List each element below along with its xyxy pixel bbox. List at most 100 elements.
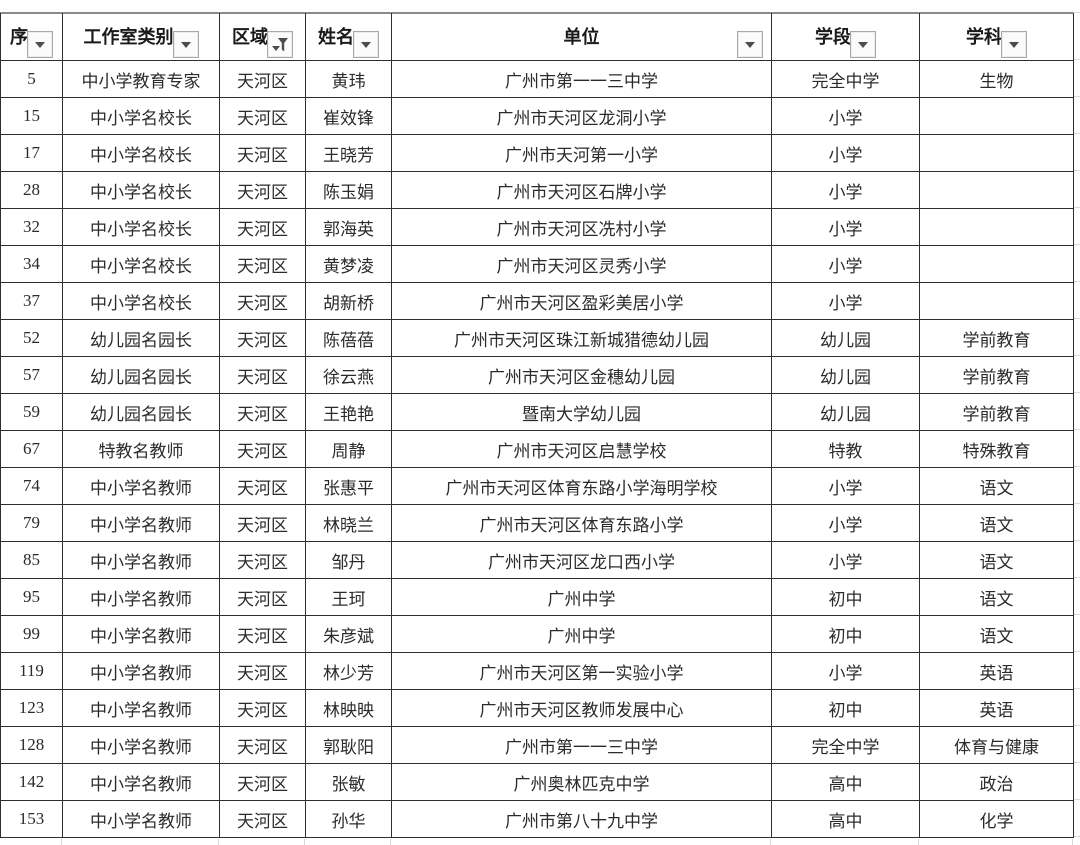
table-row: 52 幼儿园名园长 天河区 陈蓓蓓 广州市天河区珠江新城猎德幼儿园 幼儿园 学前… [0,319,1074,357]
cell-subject: 语文 [919,504,1074,542]
col-header-seq: 序 [0,13,63,61]
col-header-label: 序 [10,26,28,47]
cell-name: 王艳艳 [305,393,392,431]
cell-seq: 5 [0,60,63,98]
cell-seq: 57 [0,356,63,394]
filter-dropdown-button-category[interactable] [172,31,199,58]
cell-category: 中小学名校长 [62,282,220,320]
cell-category: 幼儿园名园长 [62,319,220,357]
filter-dropdown-button-stage[interactable] [850,31,876,58]
filter-dropdown-button-unit[interactable] [737,31,763,58]
cell-name: 朱彦斌 [305,615,392,653]
cell-unit: 广州市第八十九中学 [391,800,772,838]
cell-name: 林晓兰 [305,504,392,542]
table-row: 79 中小学名教师 天河区 林晓兰 广州市天河区体育东路小学 小学 语文 [0,504,1074,542]
table-row: 85 中小学名教师 天河区 邹丹 广州市天河区龙口西小学 小学 语文 [0,541,1074,579]
cell-unit: 广州市天河区龙口西小学 [391,541,772,579]
cell-subject: 政治 [919,763,1074,801]
col-header-name: 姓名 [305,13,392,61]
cell-unit: 广州市天河区石牌小学 [391,171,772,209]
cell-subject [919,97,1074,135]
cell-subject [919,134,1074,172]
cell-stage: 小学 [771,134,920,172]
cell-subject: 语文 [919,615,1074,653]
col-header-label: 工作室类别 [83,26,174,47]
filter-funnel-icon [272,37,288,51]
cell-seq: 153 [0,800,63,838]
faint-gridline-right-strip [1074,59,1080,839]
table-row: 99 中小学名教师 天河区 朱彦斌 广州中学 初中 语文 [0,615,1074,653]
cell-category: 中小学名教师 [62,652,220,690]
cell-category: 中小学名教师 [62,800,220,838]
cell-seq: 32 [0,208,63,246]
cell-stage: 高中 [771,800,920,838]
cell-stage: 小学 [771,208,920,246]
col-header-label: 区域 [232,26,268,47]
cell-unit: 广州市天河区金穗幼儿园 [391,356,772,394]
table-row: 28 中小学名校长 天河区 陈玉娟 广州市天河区石牌小学 小学 [0,171,1074,209]
col-header-unit: 单位 [391,13,772,61]
cell-category: 中小学名校长 [62,171,220,209]
cell-name: 黄玮 [305,60,392,98]
cell-category: 幼儿园名园长 [62,393,220,431]
dropdown-arrow-icon [361,41,371,48]
cell-unit: 广州市天河区盈彩美居小学 [391,282,772,320]
faint-gridline-bottom-strip [0,839,1073,845]
filter-funnel-button-district[interactable] [267,31,293,58]
cell-subject: 语文 [919,578,1074,616]
cell-subject [919,171,1074,209]
filter-dropdown-button-subject[interactable] [1001,31,1027,58]
cell-name: 胡新桥 [305,282,392,320]
dropdown-arrow-icon [858,41,868,48]
cell-seq: 28 [0,171,63,209]
col-header-category: 工作室类别 [62,13,220,61]
cell-category: 中小学名校长 [62,245,220,283]
table-row: 142 中小学名教师 天河区 张敏 广州奥林匹克中学 高中 政治 [0,763,1074,801]
cell-district: 天河区 [219,541,306,579]
cell-seq: 17 [0,134,63,172]
cell-seq: 74 [0,467,63,505]
cell-stage: 小学 [771,282,920,320]
cell-name: 徐云燕 [305,356,392,394]
table-row: 59 幼儿园名园长 天河区 王艳艳 暨南大学幼儿园 幼儿园 学前教育 [0,393,1074,431]
dropdown-arrow-icon [180,41,191,48]
cell-seq: 123 [0,689,63,727]
col-header-label: 学科 [966,26,1002,47]
col-header-label: 单位 [563,26,600,47]
cell-district: 天河区 [219,763,306,801]
cell-unit: 广州市天河区第一实验小学 [391,652,772,690]
cell-stage: 特教 [771,430,920,468]
cell-stage: 幼儿园 [771,319,920,357]
col-header-district: 区域 [219,13,306,61]
table-row: 17 中小学名校长 天河区 王晓芳 广州市天河第一小学 小学 [0,134,1074,172]
cell-subject: 英语 [919,652,1074,690]
table-row: 5 中小学教育专家 天河区 黄玮 广州市第一一三中学 完全中学 生物 [0,60,1074,98]
cell-category: 特教名教师 [62,430,220,468]
filter-dropdown-button-seq[interactable] [27,31,53,58]
cell-category: 中小学名教师 [62,578,220,616]
cell-name: 郭耿阳 [305,726,392,764]
cell-name: 郭海英 [305,208,392,246]
cell-name: 黄梦凌 [305,245,392,283]
table-row: 57 幼儿园名园长 天河区 徐云燕 广州市天河区金穗幼儿园 幼儿园 学前教育 [0,356,1074,394]
cell-seq: 37 [0,282,63,320]
table-row: 74 中小学名教师 天河区 张惠平 广州市天河区体育东路小学海明学校 小学 语文 [0,467,1074,505]
cell-seq: 59 [0,393,63,431]
cell-seq: 85 [0,541,63,579]
cell-subject [919,245,1074,283]
cell-district: 天河区 [219,319,306,357]
table-row: 123 中小学名教师 天河区 林映映 广州市天河区教师发展中心 初中 英语 [0,689,1074,727]
dropdown-arrow-icon [35,41,45,48]
cell-stage: 小学 [771,171,920,209]
cell-seq: 119 [0,652,63,690]
cell-seq: 34 [0,245,63,283]
cell-stage: 完全中学 [771,726,920,764]
cell-category: 中小学名教师 [62,504,220,542]
cell-name: 周静 [305,430,392,468]
cell-subject: 英语 [919,689,1074,727]
cell-district: 天河区 [219,689,306,727]
filter-dropdown-button-name[interactable] [353,31,379,58]
cell-stage: 小学 [771,245,920,283]
table-row: 95 中小学名教师 天河区 王珂 广州中学 初中 语文 [0,578,1074,616]
cell-name: 王珂 [305,578,392,616]
